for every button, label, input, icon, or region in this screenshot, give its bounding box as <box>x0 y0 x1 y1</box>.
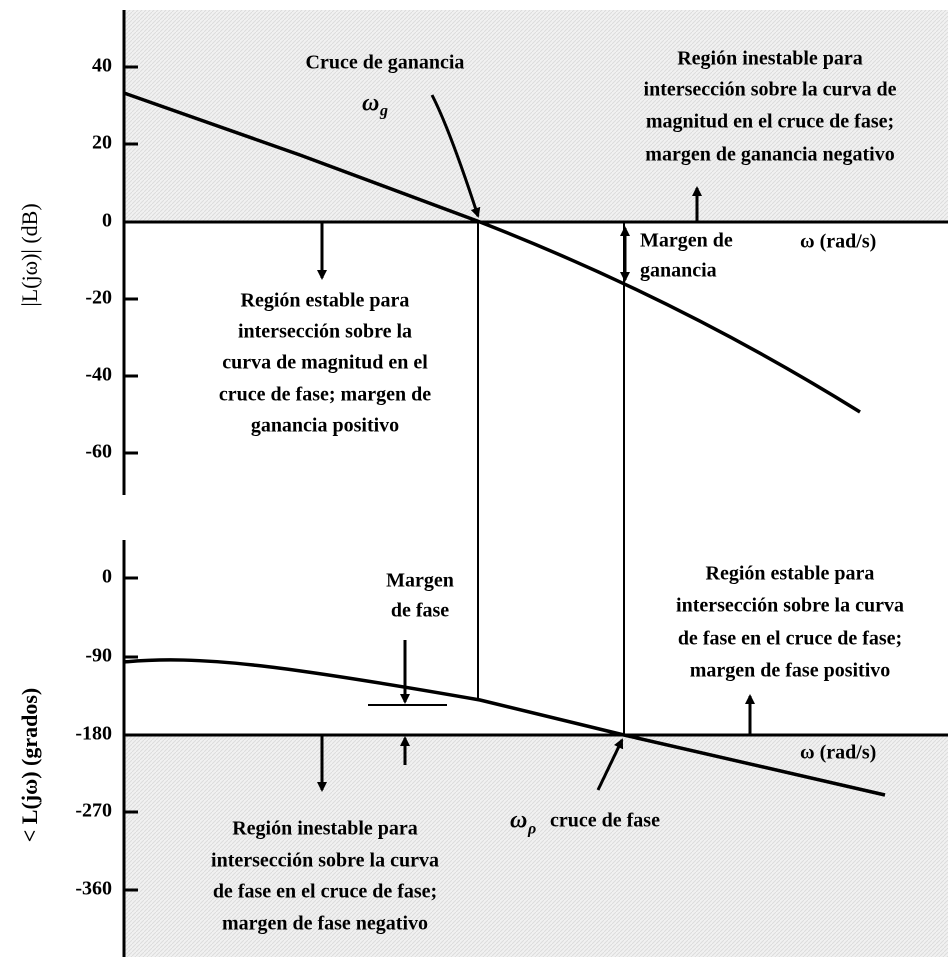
annotation: Región inestable para <box>232 818 418 840</box>
ticks <box>124 65 138 455</box>
tick-label: -360 <box>75 878 112 900</box>
tick-label: -60 <box>85 441 112 463</box>
unstable-shade <box>124 735 948 957</box>
annotation: de fase en el cruce de fase; <box>213 881 437 903</box>
annotation: ω <box>362 91 379 117</box>
annotation: ρ <box>527 821 536 838</box>
annotation: intersección sobre la curva de <box>644 79 897 101</box>
arrow <box>596 738 624 791</box>
tick-label: 40 <box>92 55 112 77</box>
annotation: intersección sobre la curva <box>211 850 439 872</box>
x-label: ω (rad/s) <box>800 231 876 253</box>
annotation: Margen de <box>640 230 733 252</box>
tick-label: 0 <box>102 210 112 232</box>
tick-label: 0 <box>102 566 112 588</box>
annotation: Región estable para <box>706 563 875 585</box>
annotation: ω <box>510 808 527 834</box>
annotation: de fase en el cruce de fase; <box>678 628 902 650</box>
annotation: Región estable para <box>241 290 410 312</box>
annotation: margen de fase positivo <box>690 660 891 682</box>
tick-label: 20 <box>92 132 112 154</box>
annotation: Margen <box>386 570 454 592</box>
annotation: magnitud en el cruce de fase; <box>646 111 894 133</box>
annotation: curva de magnitud en el <box>222 352 428 374</box>
ticks <box>124 576 138 892</box>
magnitude-curve <box>123 91 861 414</box>
annotation: ganancia positivo <box>251 415 399 437</box>
annotation: ganancia <box>640 260 717 282</box>
annotation: margen de ganancia negativo <box>645 144 894 166</box>
tick-label: -20 <box>85 287 112 309</box>
annotation: intersección sobre la curva <box>676 595 904 617</box>
tick-label: -40 <box>85 364 112 386</box>
tick-label: -180 <box>75 723 112 745</box>
phase-curve <box>123 658 886 797</box>
y-label: |L(jω)| (dB) <box>17 203 42 306</box>
annotation: de fase <box>391 600 449 622</box>
annotation: margen de fase negativo <box>222 913 428 935</box>
y-label: < L(jω) (grados) <box>17 688 42 842</box>
tick-label: -270 <box>75 800 112 822</box>
annotation: Cruce de ganancia <box>306 52 465 74</box>
arrow <box>430 94 481 218</box>
annotation: g <box>379 103 388 120</box>
annotation: cruce de fase; margen de <box>219 384 431 406</box>
annotation: intersección sobre la <box>238 321 412 343</box>
tick-label: -90 <box>85 645 112 667</box>
x-label: ω (rad/s) <box>800 742 876 764</box>
annotation: cruce de fase <box>550 810 660 832</box>
unstable-shade <box>124 10 948 222</box>
annotation: Región inestable para <box>677 48 863 70</box>
